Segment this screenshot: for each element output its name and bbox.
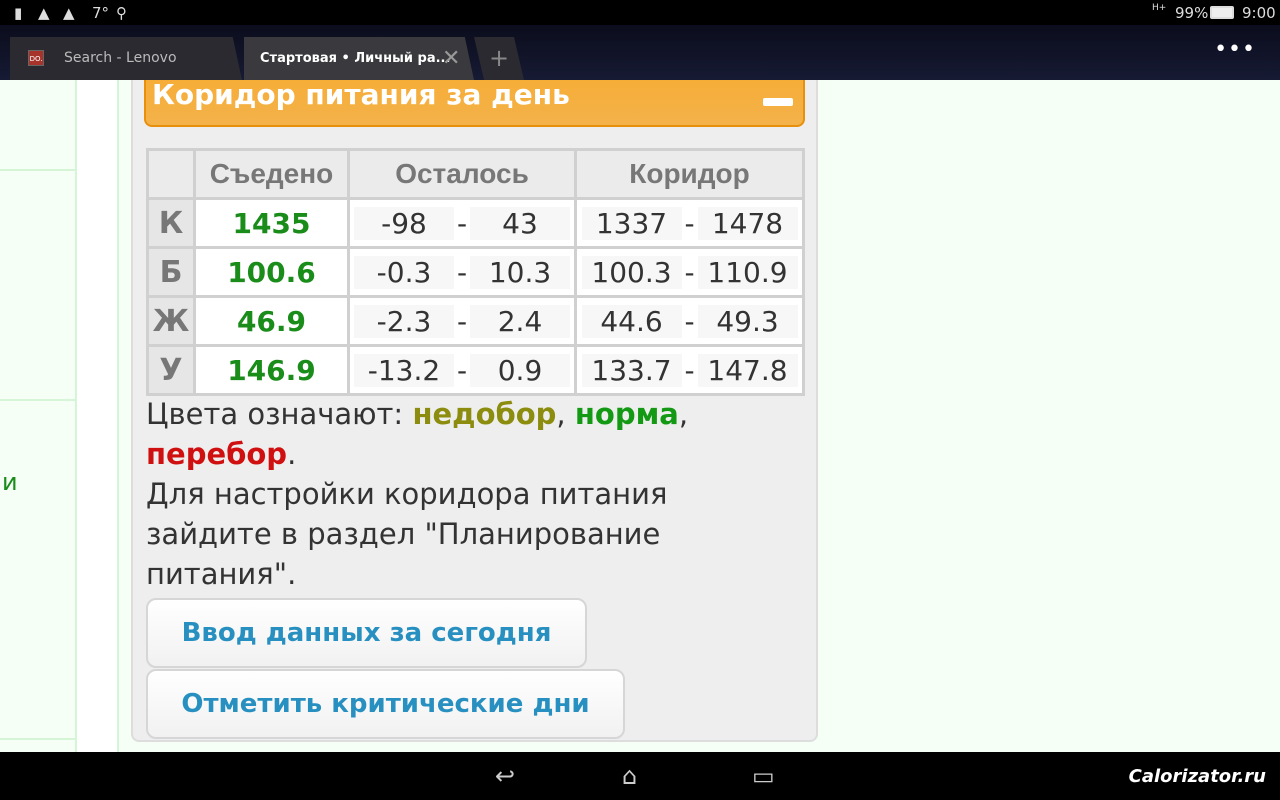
warning-icon: ▲ [38,4,50,22]
separator: , [556,397,575,431]
collapse-icon[interactable] [763,98,793,106]
remaining-max: 0.9 [470,353,570,387]
col-header-eaten: Съедено [193,148,350,200]
search-icon: ⚲ [116,4,127,22]
tab-label: Search - Lenovo [64,50,177,66]
dash: - [684,304,695,338]
corridor-min: 133.7 [581,353,682,387]
status-bar: ▮ ▲ ▲ 7° ⚲ H+ 99% 9:00 [0,0,1280,25]
corridor-max: 147.8 [697,353,798,387]
table-row: У 146.9 -13.2-0.9 133.7-147.8 [146,344,805,396]
tab-search-lenovo[interactable]: DO. Search - Lenovo [10,37,242,80]
dash: - [456,255,468,289]
warning-icon: ▲ [63,4,75,22]
temperature: 7° [92,4,110,22]
nutrition-table: Съедено Осталось Коридор К 1435 -98-43 1… [146,148,805,396]
page-gutter [77,80,118,752]
favicon: DO. [28,50,44,66]
remaining-min: -98 [354,206,454,240]
divider [0,738,75,740]
dash: - [456,353,468,387]
corridor-min: 44.6 [581,304,682,338]
nutrient-label: Б [146,246,196,298]
nutrient-label: У [146,344,196,396]
tab-start[interactable]: Стартовая • Личный ра... ✕ [244,37,474,80]
divider [75,80,77,752]
enter-today-data-button[interactable]: Ввод данных за сегодня [146,598,587,668]
col-header [146,148,196,200]
nutrient-label: Ж [146,295,196,347]
corridor-min: 100.3 [581,255,682,289]
legend-text: Цвета означают: недобор, норма, перебор.… [146,394,746,594]
home-icon[interactable]: ⌂ [622,762,638,790]
corridor-range: 100.3-110.9 [574,246,805,298]
corridor-max: 1478 [697,206,798,240]
widget-title: Коридор питания за день [152,80,570,111]
table-row: Ж 46.9 -2.3-2.4 44.6-49.3 [146,295,805,347]
table-row: Б 100.6 -0.3-10.3 100.3-110.9 [146,246,805,298]
signal-icon: H+ [1152,3,1167,13]
separator: , [678,397,689,431]
divider [117,80,119,752]
watermark: Calorizator.ru [1128,766,1266,787]
corridor-min: 1337 [581,206,682,240]
widget-header[interactable]: Коридор питания за день [144,80,805,127]
eaten-value: 146.9 [193,344,350,396]
remaining-min: -13.2 [354,353,454,387]
back-icon[interactable]: ↩ [495,762,516,790]
remaining-range: -13.2-0.9 [347,344,577,396]
remaining-min: -2.3 [354,304,454,338]
close-tab-icon[interactable]: ✕ [442,46,461,71]
battery-icon [1210,6,1234,19]
dash: - [456,206,468,240]
corridor-max: 49.3 [697,304,798,338]
sd-card-icon: ▮ [14,4,23,22]
eaten-value: 1435 [193,197,350,249]
divider [0,169,75,171]
corridor-range: 1337-1478 [574,197,805,249]
page-content: и Коридор питания за день Съедено Остало… [0,80,1280,752]
dash: - [684,255,695,289]
legend-over: перебор [146,437,288,471]
remaining-range: -2.3-2.4 [347,295,577,347]
new-tab-button[interactable]: + [474,37,524,80]
tab-label: Стартовая • Личный ра... [260,51,451,66]
legend-prefix: Цвета означают: [146,397,413,431]
remaining-max: 43 [470,206,570,240]
overflow-menu-icon[interactable]: ••• [1214,37,1256,62]
col-header-corridor: Коридор [574,148,805,200]
legend-norm: норма [574,397,679,431]
corridor-max: 110.9 [697,255,798,289]
remaining-max: 10.3 [470,255,570,289]
left-fragment-text[interactable]: и [2,468,18,496]
nutrient-label: К [146,197,196,249]
table-row: К 1435 -98-43 1337-1478 [146,197,805,249]
period: . [287,437,297,471]
settings-note: Для настройки коридора питания зайдите в… [146,477,668,591]
eaten-value: 46.9 [193,295,350,347]
dash: - [456,304,468,338]
dash: - [684,353,695,387]
remaining-min: -0.3 [354,255,454,289]
clock: 9:00 [1242,4,1276,22]
dash: - [684,206,695,240]
battery-percent: 99% [1175,4,1209,22]
divider [0,399,75,401]
remaining-range: -98-43 [347,197,577,249]
eaten-value: 100.6 [193,246,350,298]
corridor-range: 133.7-147.8 [574,344,805,396]
remaining-max: 2.4 [470,304,570,338]
browser-tab-bar: DO. Search - Lenovo Стартовая • Личный р… [0,25,1280,80]
remaining-range: -0.3-10.3 [347,246,577,298]
system-nav-bar: ↩ ⌂ ▭ Calorizator.ru [0,752,1280,800]
recent-apps-icon[interactable]: ▭ [752,762,775,790]
corridor-range: 44.6-49.3 [574,295,805,347]
mark-critical-days-button[interactable]: Отметить критические дни [146,669,625,739]
legend-under: недобор [412,397,557,431]
col-header-left: Осталось [347,148,577,200]
